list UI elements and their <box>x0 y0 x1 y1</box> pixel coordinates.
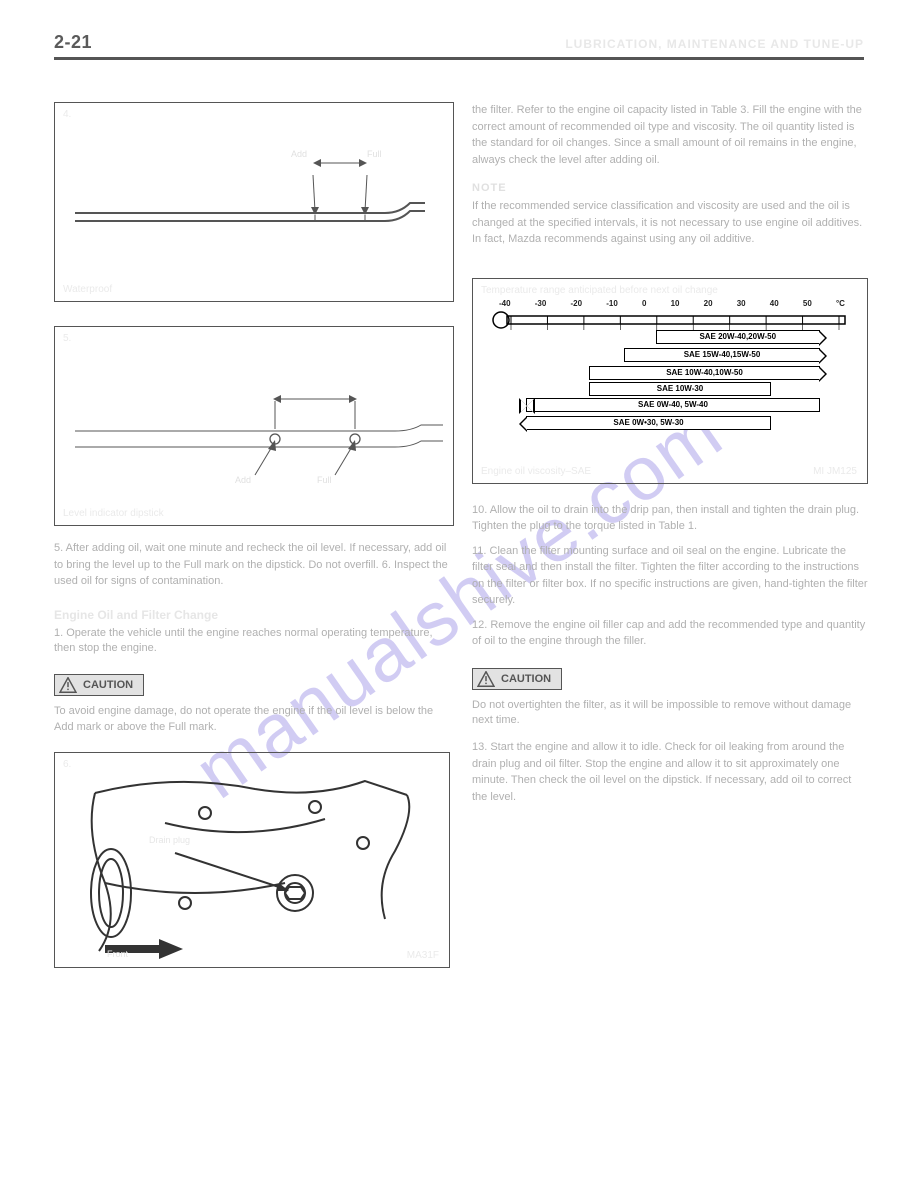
caution-body-left: To avoid engine damage, do not operate t… <box>54 704 454 736</box>
viscosity-bar: SAE 20W-40,20W-50 <box>656 330 821 344</box>
warning-icon <box>477 671 495 687</box>
viscosity-bar: SAE 10W-30 <box>589 382 771 396</box>
dipstick-drawing-2 <box>55 327 453 525</box>
right-column: the filter. Refer to the engine oil capa… <box>472 62 868 805</box>
fig5-number: 5. <box>63 333 71 344</box>
note-body: If the recommended service classificatio… <box>472 198 868 248</box>
manual-page: 2-21 LUBRICATION, MAINTENANCE AND TUNE-U… <box>0 0 918 1188</box>
warning-icon <box>59 677 77 693</box>
page-number: 2-21 <box>54 32 92 53</box>
step-1: 1. Operate the vehicle until the engine … <box>54 626 454 657</box>
caution-label-left: CAUTION <box>83 679 133 691</box>
fig5-full-label: Full <box>317 475 332 485</box>
temp-tick-label: -40 <box>499 299 511 308</box>
viscosity-bar: SAE 15W-40,15W-50 <box>624 348 820 362</box>
fig5-caption: Level indicator dipstick <box>63 508 164 519</box>
thermometer-icon <box>491 310 849 328</box>
viscosity-bar: SAE 0W-40, 5W-40 <box>526 398 820 412</box>
chart-inner: -40 -30 -20 -10 0 10 20 30 40 50 °C SAE 20W-40,20W… <box>491 299 849 465</box>
drainplug-drawing <box>55 753 449 967</box>
temp-tick-label: -20 <box>570 299 582 308</box>
temp-tick-label: 40 <box>770 299 779 308</box>
page-content: manualshive.com 4. Waterproof <box>54 62 864 1142</box>
fig6-number: 6. <box>63 759 71 770</box>
fig5-add-label: Add <box>235 475 251 485</box>
oil-viscosity-chart: Temperature range anticipated before nex… <box>472 278 868 484</box>
temp-tick-label: 0 <box>642 299 646 308</box>
fig4-add-label: Add <box>291 149 307 159</box>
figure-5-dipstick: 5. Level indicator dipstick <box>54 326 454 526</box>
step-11: 11. Clean the filter mounting surface an… <box>472 543 868 609</box>
caution-box-right: CAUTION <box>472 668 562 690</box>
left-column: 4. Waterproof Add Full <box>54 62 454 968</box>
dipstick-drawing-1 <box>55 103 453 301</box>
temp-tick-label: -10 <box>606 299 618 308</box>
oil-change-heading: Engine Oil and Filter Change <box>54 608 454 622</box>
temp-tick-label: °C <box>836 299 845 308</box>
caution-label-right: CAUTION <box>501 673 551 685</box>
chart-refid: MI JM125 <box>813 466 857 477</box>
temperature-scale: -40 -30 -20 -10 0 10 20 30 40 50 °C <box>491 299 849 308</box>
chart-top-caption: Temperature range anticipated before nex… <box>481 285 718 296</box>
temp-tick-label: -30 <box>535 299 547 308</box>
viscosity-bars: SAE 20W-40,20W-50 SAE 15W-40,15W-50 SAE 10… <box>491 330 849 438</box>
fig4-full-label: Full <box>367 149 382 159</box>
fig6-front-label: Front <box>107 949 128 959</box>
temp-tick-label: 50 <box>803 299 812 308</box>
section-title: LUBRICATION, MAINTENANCE AND TUNE-UP <box>565 37 864 51</box>
page-header: 2-21 LUBRICATION, MAINTENANCE AND TUNE-U… <box>54 32 864 60</box>
caution-box-left: CAUTION <box>54 674 144 696</box>
step-13: 13. Start the engine and allow it to idl… <box>472 739 868 805</box>
chart-bottom-caption: Engine oil viscosity–SAE <box>481 466 591 477</box>
temp-tick-label: 30 <box>737 299 746 308</box>
figure-4-dipstick: 4. Waterproof Add Full <box>54 102 454 302</box>
right-lead-para: the filter. Refer to the engine oil capa… <box>472 102 868 168</box>
fig6-refid: MA31F <box>407 950 439 961</box>
fig4-caption: Waterproof <box>63 284 112 295</box>
figure-6-drainplug: 6. MA31F <box>54 752 450 968</box>
viscosity-bar: SAE 10W-40,10W-50 <box>589 366 820 380</box>
caution-body-right: Do not overtighten the filter, as it wil… <box>472 698 868 730</box>
left-para-steps: 5. After adding oil, wait one minute and… <box>54 540 454 590</box>
temp-tick-label: 10 <box>671 299 680 308</box>
step-12: 12. Remove the engine oil filler cap and… <box>472 617 868 650</box>
fig6-plug-label: Drain plug <box>149 835 190 845</box>
temp-tick-label: 20 <box>704 299 713 308</box>
note-label: NOTE <box>472 182 868 194</box>
viscosity-bar: SAE 0W•30, 5W-30 <box>526 416 771 430</box>
step-10: 10. Allow the oil to drain into the drip… <box>472 502 868 535</box>
fig4-number: 4. <box>63 109 71 120</box>
